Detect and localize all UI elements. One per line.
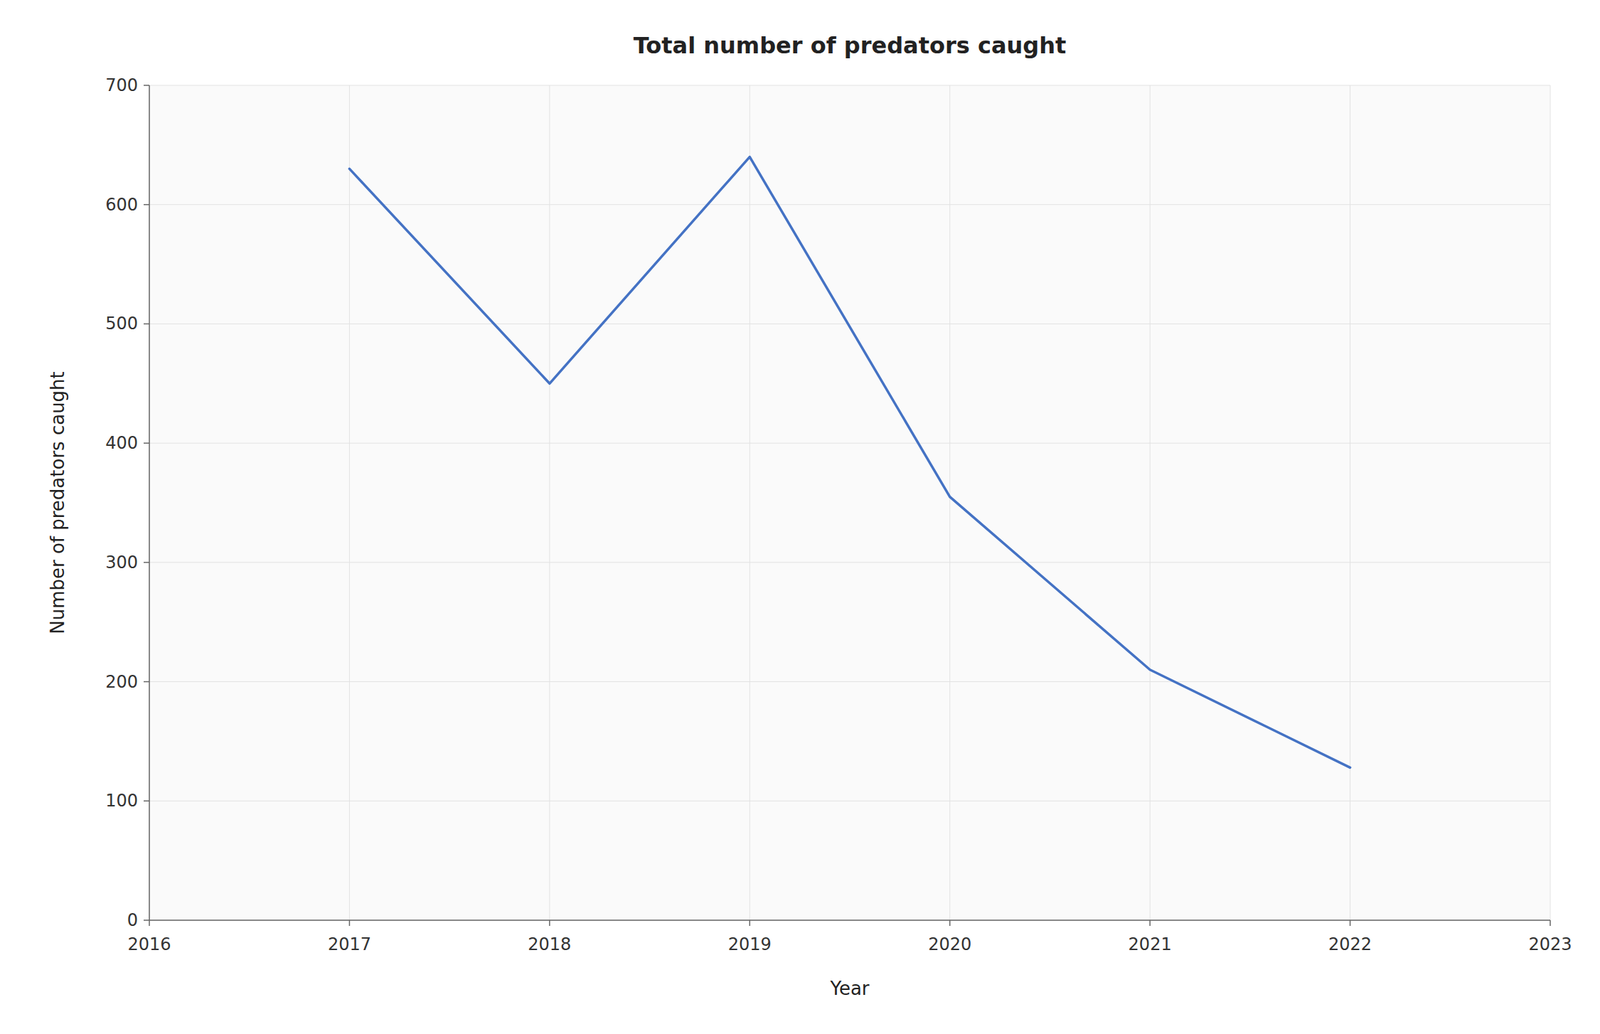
x-grid-line <box>149 85 151 921</box>
plot-area <box>149 85 1551 921</box>
x-tick-label: 2022 <box>1328 934 1372 955</box>
x-tick <box>1149 920 1151 926</box>
y-tick <box>143 84 150 87</box>
y-grid-line <box>149 204 1551 205</box>
x-tick-label: 2018 <box>527 934 572 955</box>
y-tick-label: 0 <box>127 910 138 931</box>
title: Total number of predators caught <box>633 32 1067 60</box>
x-tick <box>1549 920 1551 926</box>
y-tick <box>143 800 150 803</box>
y-tick-label: 200 <box>105 672 138 692</box>
x-tick <box>749 920 751 926</box>
y-grid-line <box>149 323 1551 325</box>
y-tick-label: 400 <box>105 433 138 453</box>
x-tick <box>949 920 951 926</box>
x-tick <box>548 920 551 926</box>
y-tick-label: 700 <box>105 75 138 96</box>
y-tick <box>143 561 150 564</box>
x-tick-label: 2016 <box>127 934 171 955</box>
y-tick <box>143 919 150 921</box>
axes: 2016 2017 2018 2019 2020 2021 2022 2023 0 100 200 3… <box>105 75 1572 955</box>
x-tick-label: 2021 <box>1128 934 1172 955</box>
x-tick-label: 2019 <box>728 934 772 955</box>
series <box>349 157 1350 768</box>
x-grid-line <box>1550 85 1551 921</box>
y-tick-label: 300 <box>105 552 138 573</box>
x-tick-label: 2020 <box>928 934 972 955</box>
y-tick-label: 600 <box>105 194 138 215</box>
x-grid-line <box>349 85 350 921</box>
y-tick-label: 100 <box>105 790 138 811</box>
x-tick-label: 2023 <box>1528 934 1572 955</box>
y-grid-line <box>149 920 1551 921</box>
x-tick <box>349 920 351 926</box>
x-grid-line <box>1349 85 1351 921</box>
y-tick-label: 500 <box>105 313 138 334</box>
y-axis-line <box>148 85 151 921</box>
x-tick-label: 2017 <box>327 934 372 955</box>
y-tick <box>143 681 150 683</box>
page: {"chart_data": {"type": "line", "title":… <box>0 0 1600 1034</box>
y-grid-line <box>149 800 1551 802</box>
y-grid-line <box>149 443 1551 444</box>
x-grid-line <box>548 85 550 921</box>
y-tick <box>143 323 150 325</box>
y-tick <box>143 204 150 206</box>
y-grid-line <box>149 85 1551 87</box>
chart: 2016 2017 2018 2019 2020 2021 2022 2023 0 100 200 3… <box>0 0 1600 1034</box>
x-tick <box>148 920 151 926</box>
x-grid-line <box>1149 85 1151 921</box>
x-grid-line <box>949 85 951 921</box>
y-grid-line <box>149 681 1551 682</box>
y-grid-line <box>149 561 1551 563</box>
grid <box>149 85 1551 921</box>
x-axis-label: Year <box>829 977 869 1000</box>
x-grid-line <box>749 85 751 921</box>
line <box>349 157 1350 768</box>
x-axis-line <box>149 919 1551 921</box>
x-tick <box>1349 920 1352 926</box>
y-axis-label: Number of predators caught <box>46 371 69 635</box>
y-tick <box>143 442 150 444</box>
